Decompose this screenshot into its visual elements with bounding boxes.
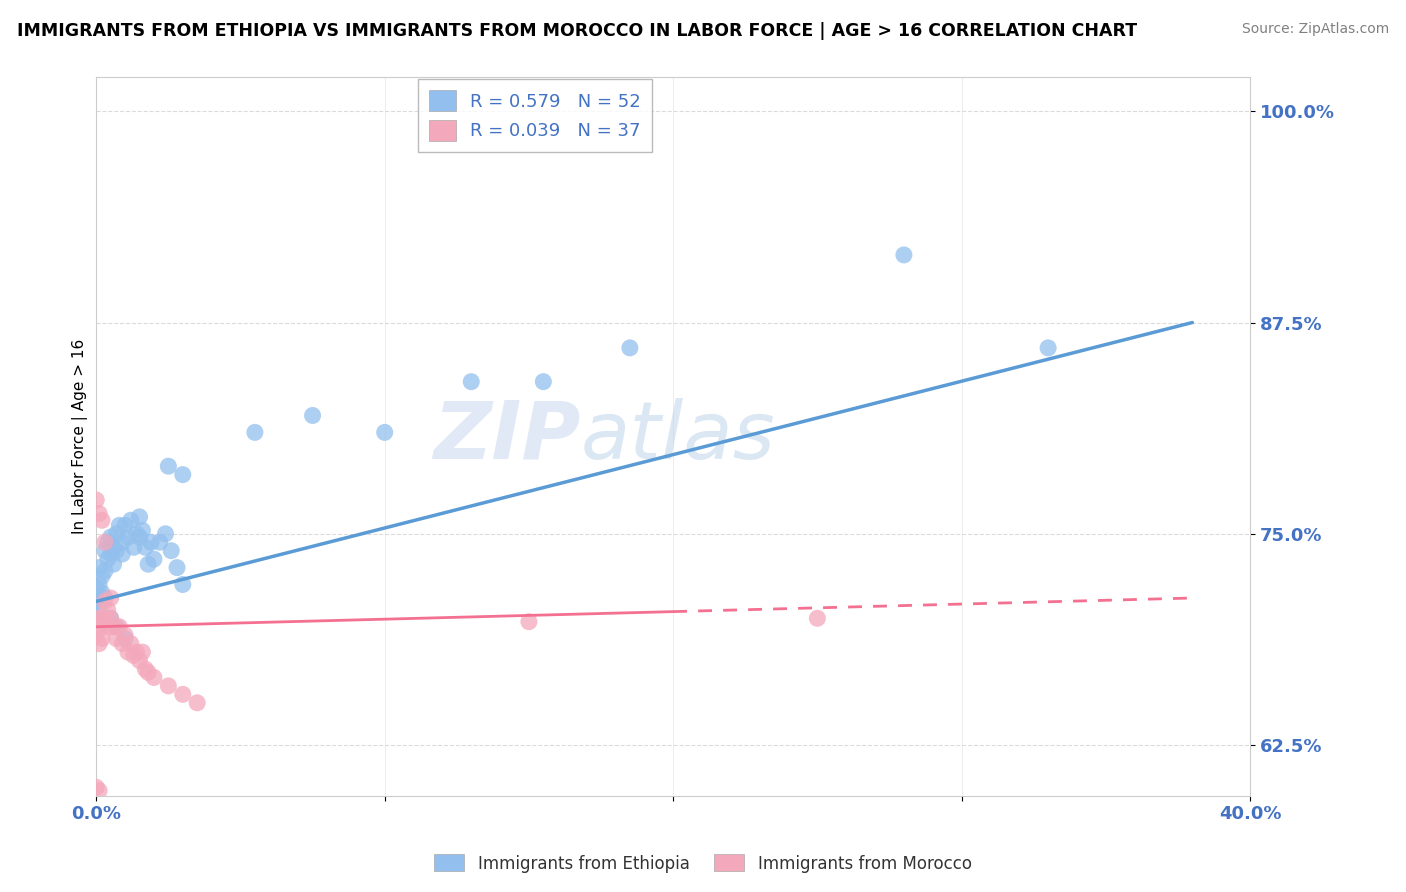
Point — [157, 679, 180, 693]
Point — [89, 560, 111, 574]
Point — [128, 530, 150, 544]
Point — [172, 467, 194, 482]
Text: atlas: atlas — [581, 398, 776, 475]
Point — [89, 783, 111, 797]
Point — [111, 547, 134, 561]
Point — [125, 645, 148, 659]
Point — [84, 780, 107, 795]
Point — [89, 620, 111, 634]
Point — [619, 341, 641, 355]
Point — [97, 535, 120, 549]
Point — [149, 535, 172, 549]
Point — [134, 662, 156, 676]
Legend: Immigrants from Ethiopia, Immigrants from Morocco: Immigrants from Ethiopia, Immigrants fro… — [427, 847, 979, 880]
Point — [460, 375, 482, 389]
Point — [131, 645, 153, 659]
Point — [1036, 341, 1059, 355]
Point — [91, 615, 114, 629]
Point — [84, 628, 107, 642]
Point — [136, 665, 159, 680]
Point — [89, 507, 111, 521]
Point — [103, 558, 125, 572]
Point — [100, 611, 122, 625]
Point — [100, 547, 122, 561]
Point — [105, 526, 128, 541]
Point — [84, 611, 107, 625]
Point — [103, 541, 125, 555]
Point — [89, 637, 111, 651]
Point — [91, 586, 114, 600]
Point — [157, 459, 180, 474]
Point — [94, 543, 117, 558]
Text: IMMIGRANTS FROM ETHIOPIA VS IMMIGRANTS FROM MOROCCO IN LABOR FORCE | AGE > 16 CO: IMMIGRANTS FROM ETHIOPIA VS IMMIGRANTS F… — [17, 22, 1137, 40]
Point — [84, 594, 107, 608]
Point — [89, 577, 111, 591]
Legend: R = 0.579   N = 52, R = 0.039   N = 37: R = 0.579 N = 52, R = 0.039 N = 37 — [418, 79, 651, 152]
Point — [160, 543, 183, 558]
Point — [108, 620, 131, 634]
Point — [114, 632, 136, 646]
Point — [128, 654, 150, 668]
Point — [89, 603, 111, 617]
Point — [531, 375, 554, 389]
Point — [94, 535, 117, 549]
Point — [120, 513, 142, 527]
Point — [114, 518, 136, 533]
Point — [103, 620, 125, 634]
Point — [114, 628, 136, 642]
Point — [122, 541, 145, 555]
Point — [91, 569, 114, 583]
Point — [100, 611, 122, 625]
Point — [243, 425, 266, 440]
Point — [131, 524, 153, 538]
Point — [100, 591, 122, 605]
Point — [91, 513, 114, 527]
Point — [91, 632, 114, 646]
Point — [111, 637, 134, 651]
Point — [134, 541, 156, 555]
Point — [117, 530, 139, 544]
Text: ZIP: ZIP — [433, 398, 581, 475]
Text: Source: ZipAtlas.com: Source: ZipAtlas.com — [1241, 22, 1389, 37]
Point — [142, 552, 165, 566]
Point — [91, 611, 114, 625]
Point — [172, 577, 194, 591]
Point — [117, 645, 139, 659]
Point — [139, 535, 162, 549]
Point — [186, 696, 208, 710]
Point — [806, 611, 828, 625]
Point — [374, 425, 396, 440]
Point — [94, 615, 117, 629]
Point — [128, 509, 150, 524]
Point — [108, 518, 131, 533]
Point — [94, 564, 117, 578]
Point — [122, 648, 145, 663]
Point — [155, 526, 177, 541]
Y-axis label: In Labor Force | Age > 16: In Labor Force | Age > 16 — [72, 339, 89, 534]
Point — [105, 632, 128, 646]
Point — [517, 615, 540, 629]
Point — [111, 535, 134, 549]
Point — [142, 670, 165, 684]
Point — [893, 248, 915, 262]
Point — [301, 409, 323, 423]
Point — [84, 493, 107, 508]
Point — [105, 543, 128, 558]
Point — [136, 558, 159, 572]
Point — [84, 581, 107, 595]
Point — [97, 603, 120, 617]
Point — [166, 560, 188, 574]
Point — [94, 591, 117, 605]
Point — [94, 594, 117, 608]
Point — [100, 530, 122, 544]
Point — [97, 552, 120, 566]
Point — [97, 620, 120, 634]
Point — [172, 687, 194, 701]
Point — [120, 637, 142, 651]
Point — [125, 526, 148, 541]
Point — [105, 620, 128, 634]
